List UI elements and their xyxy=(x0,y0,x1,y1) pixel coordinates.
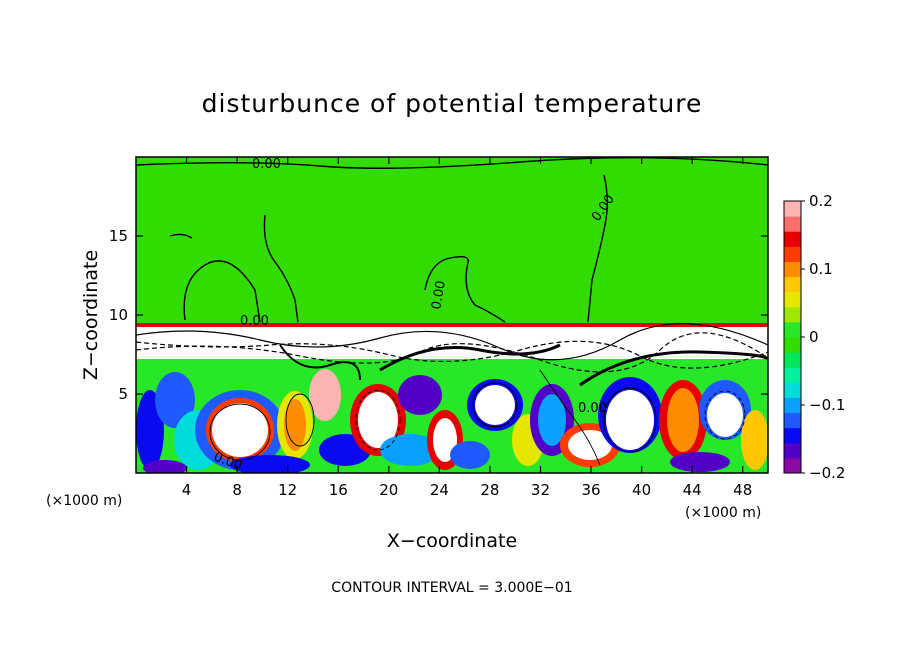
y-axis-ticks: 5 10 15 xyxy=(109,227,768,403)
y-axis-label: Z−coordinate xyxy=(80,250,102,380)
y-tick-label: 15 xyxy=(109,227,128,245)
colorbar xyxy=(783,200,802,474)
colorbar-swatch xyxy=(784,276,801,293)
colorbar-tick-label: −0.2 xyxy=(809,464,845,482)
colorbar-swatch xyxy=(784,442,801,459)
colorbar-swatch xyxy=(784,306,801,323)
x-tick-label: 4 xyxy=(182,481,192,499)
x-tick-label: 36 xyxy=(581,481,600,499)
colorbar-swatch xyxy=(784,246,801,262)
colorbar-swatch xyxy=(784,337,801,353)
x-tick-label: 24 xyxy=(430,481,449,499)
plot-area: 0.00 0.00 0.00 0.00 0.00 0.00 4 8 12 16 20 24… xyxy=(109,156,769,499)
colorbar-tick-label: 0.1 xyxy=(809,260,833,278)
colorbar-tick-label: 0 xyxy=(809,328,819,346)
x-tick-label: 20 xyxy=(379,481,398,499)
x-tick-label: 40 xyxy=(632,481,651,499)
contour-label: 0.00 xyxy=(240,314,269,329)
colorbar-tick-label: 0.2 xyxy=(809,192,833,210)
colorbar-swatch xyxy=(784,382,801,398)
x-tick-label: 12 xyxy=(278,481,297,499)
x-tick-label: 28 xyxy=(480,481,499,499)
colorbar-swatch xyxy=(784,261,801,278)
colorbar-ticks: 0.2 0.1 0 −0.1 −0.2 xyxy=(801,192,845,482)
x-axis-ticks: 4 8 12 16 20 24 28 32 36 40 44 48 xyxy=(182,157,752,499)
lower-contours xyxy=(209,369,746,466)
contour-label: 0.00 xyxy=(252,157,281,172)
colorbar-swatch xyxy=(784,216,801,232)
x-tick-label: 32 xyxy=(531,481,550,499)
contour-label: 0.00 xyxy=(578,401,607,416)
colorbar-swatch xyxy=(784,457,801,474)
x-unit-right: (×1000 m) xyxy=(685,505,761,521)
colorbar-swatch xyxy=(784,352,801,368)
y-tick-label: 5 xyxy=(118,385,128,403)
colorbar-swatch xyxy=(784,367,801,383)
chart-title: disturbunce of potential temperature xyxy=(202,89,703,118)
x-tick-label: 44 xyxy=(683,481,702,499)
upper-layer-field xyxy=(136,157,768,325)
x-axis-label: X−coordinate xyxy=(387,530,517,552)
colorbar-swatch xyxy=(784,321,801,338)
colorbar-swatch xyxy=(784,427,801,444)
colorbar-swatch xyxy=(784,412,801,429)
colorbar-swatch xyxy=(784,201,801,217)
colorbar-swatch xyxy=(784,397,801,414)
inversion-band xyxy=(136,323,768,387)
turbulent-blobs xyxy=(136,369,768,473)
colorbar-swatch xyxy=(784,291,801,308)
colorbar-swatch xyxy=(784,231,801,247)
colorbar-tick-label: −0.1 xyxy=(809,396,845,414)
x-tick-label: 8 xyxy=(232,481,242,499)
contour-label: 0.00 xyxy=(429,280,449,311)
x-tick-label: 48 xyxy=(733,481,752,499)
y-tick-label: 10 xyxy=(109,306,128,324)
heatmap-field xyxy=(136,157,768,473)
zero-contours xyxy=(136,157,768,323)
contour-interval-note: CONTOUR INTERVAL = 3.000E−01 xyxy=(331,580,572,596)
x-tick-label: 16 xyxy=(329,481,348,499)
x-unit-left: (×1000 m) xyxy=(46,493,122,509)
